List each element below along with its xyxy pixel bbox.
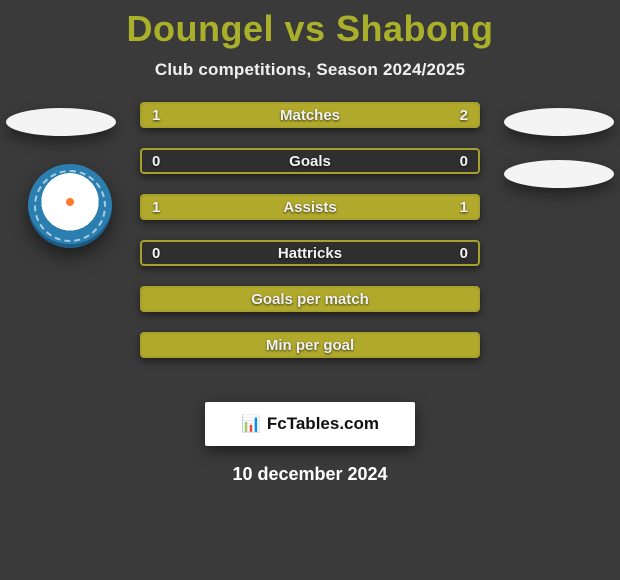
stat-bar: Min per goal [140, 332, 480, 358]
watermark-text: FcTables.com [267, 414, 379, 434]
stat-bar: Goals per match [140, 286, 480, 312]
watermark: 📊 FcTables.com [205, 402, 415, 446]
date-label: 10 december 2024 [0, 464, 620, 485]
comparison-stage: Matches12Goals00Assists11Hattricks00Goal… [0, 108, 620, 388]
stat-bar-value-left: 1 [152, 196, 160, 218]
stat-bar: Assists1 1 [140, 194, 480, 220]
stat-bar: Goals0 0 [140, 148, 480, 174]
stat-bar-value-right: 0 [460, 242, 468, 264]
stat-bar-label: Goals [142, 150, 478, 172]
stat-bar-value-left: 0 [152, 150, 160, 172]
stat-bar-value-left: 1 [152, 104, 160, 126]
stat-bar-label: Hattricks [142, 242, 478, 264]
stat-bar: Matches1 2 [140, 102, 480, 128]
stat-bar-value-left: 0 [152, 242, 160, 264]
page-subtitle: Club competitions, Season 2024/2025 [0, 60, 620, 80]
player-right-badge [504, 108, 614, 136]
stat-bar-label: Goals per match [142, 288, 478, 310]
club-badge-icon [28, 164, 112, 248]
stat-bar-value-right: 1 [460, 196, 468, 218]
player-right-badge-secondary [504, 160, 614, 188]
comparison-bars: Matches12Goals00Assists11Hattricks00Goal… [140, 102, 480, 378]
stat-bar-label: Matches [142, 104, 478, 126]
stat-bar: Hattricks0 0 [140, 240, 480, 266]
player-left-badge [6, 108, 116, 136]
chart-icon: 📊 [241, 414, 261, 434]
stat-bar-label: Assists [142, 196, 478, 218]
stat-bar-value-right: 2 [460, 104, 468, 126]
stat-bar-label: Min per goal [142, 334, 478, 356]
page-title: Doungel vs Shabong [0, 8, 620, 50]
stat-bar-value-right: 0 [460, 150, 468, 172]
